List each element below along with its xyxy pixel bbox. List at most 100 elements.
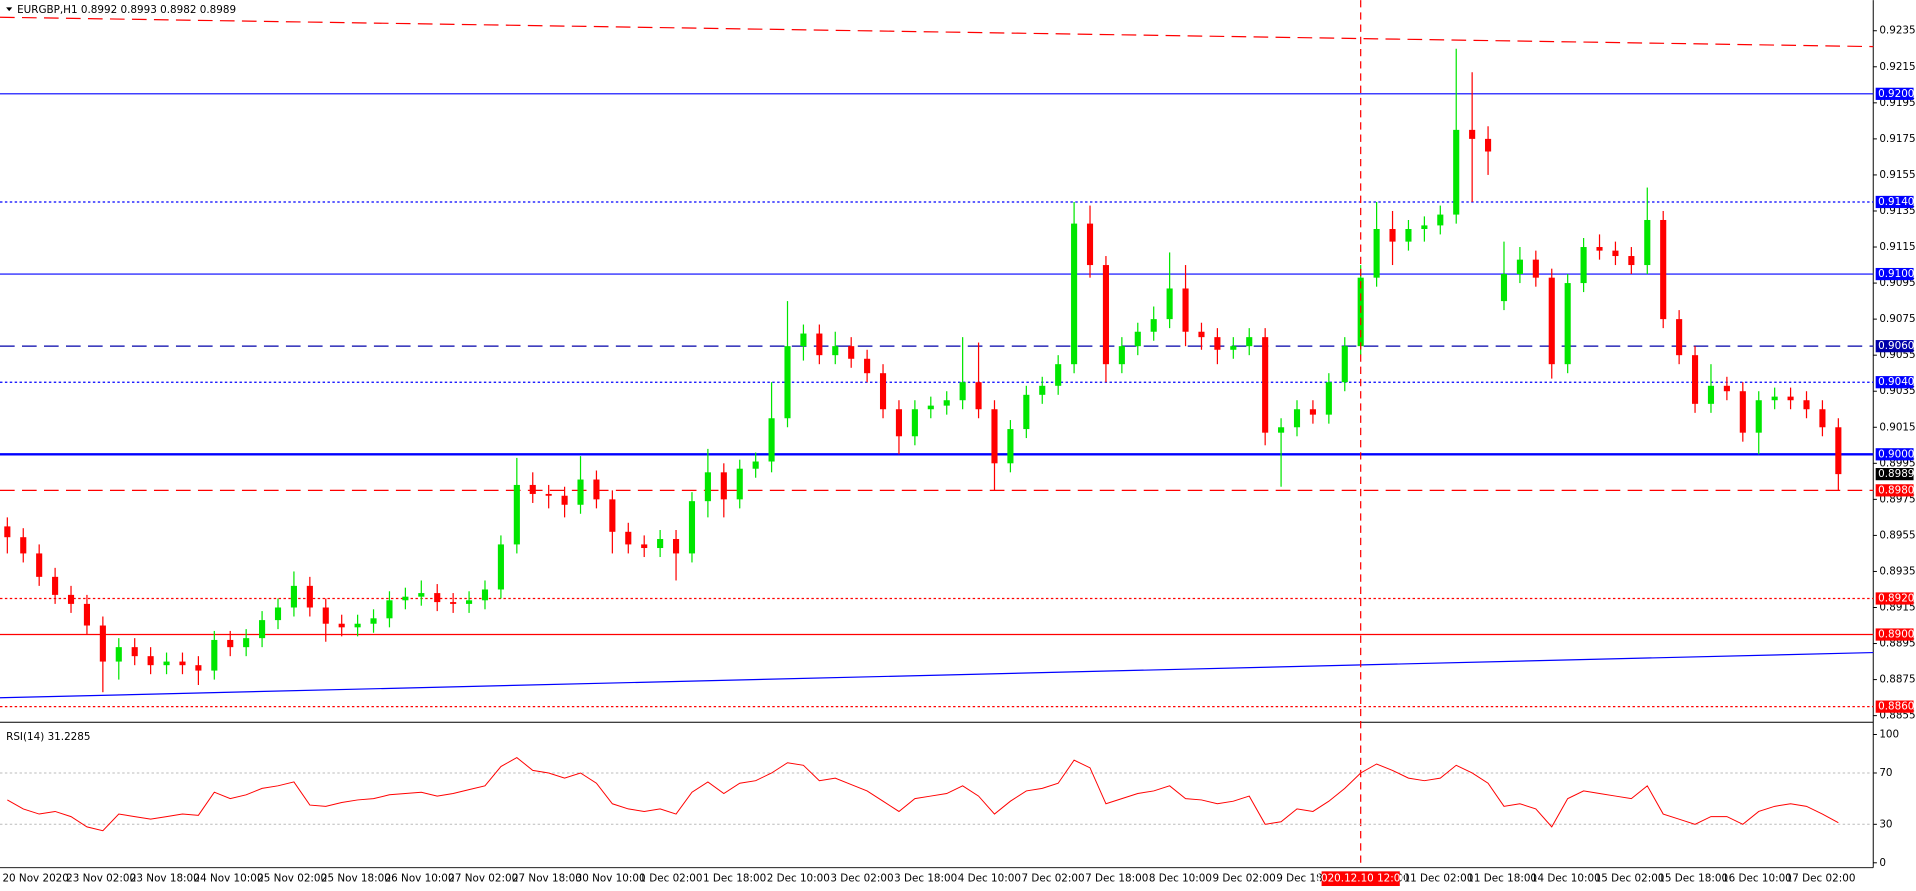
candle-body <box>609 499 616 532</box>
candle-body <box>211 639 218 671</box>
candle-body <box>561 495 568 505</box>
candle-body <box>450 602 457 604</box>
candle-body <box>306 585 313 608</box>
candle-body <box>1262 337 1269 433</box>
candle-body <box>1437 214 1444 226</box>
x-tick-label: 23 Nov 02:00 <box>66 873 136 885</box>
candle-body <box>1676 319 1683 356</box>
candle-body <box>1691 355 1699 404</box>
level-label-box <box>1875 340 1914 353</box>
x-tick-label: 2 Dec 10:00 <box>767 873 830 885</box>
candle-body <box>354 623 361 628</box>
candle-body <box>1007 429 1014 464</box>
candle-body <box>290 585 297 608</box>
x-tick-label: 8 Dec 10:00 <box>1149 873 1212 885</box>
candle-body <box>832 346 839 356</box>
candle-body <box>131 647 138 657</box>
candle-body <box>434 593 441 603</box>
candle-body <box>752 461 759 469</box>
candle-body <box>322 607 329 624</box>
candle-body <box>1771 396 1778 401</box>
indicator-value: 31.2285 <box>48 731 91 743</box>
candle-body <box>1421 225 1428 230</box>
x-tick-label: 23 Nov 18:00 <box>130 873 200 885</box>
x-tick-label: 11 Dec 18:00 <box>1467 873 1537 885</box>
y-tick-label: 0.8895 <box>1879 638 1915 650</box>
candle-body <box>911 409 918 437</box>
y-tick-label: 70 <box>1879 767 1892 779</box>
candle-body <box>545 493 552 496</box>
level-label: 0.8980 <box>1878 484 1914 496</box>
trend-line <box>0 651 1874 699</box>
candle-body <box>1707 385 1715 404</box>
quote-open: 0.8992 <box>81 4 117 16</box>
candle-body <box>1118 346 1125 365</box>
y-tick-label: 0.9155 <box>1879 169 1915 181</box>
level-label: 0.9040 <box>1878 376 1914 388</box>
candle-body <box>1835 427 1842 475</box>
candle-body <box>370 618 377 624</box>
candle-body <box>1150 319 1157 332</box>
candle-body <box>848 346 855 359</box>
candle-body <box>657 539 664 549</box>
candle-body <box>195 665 202 671</box>
y-tick-label: 0.9235 <box>1879 25 1915 37</box>
candle-body <box>593 479 600 500</box>
menu-triangle <box>6 7 13 12</box>
candle-body <box>1071 223 1078 365</box>
candle-body <box>529 484 536 494</box>
candle-body <box>1389 229 1396 242</box>
candle-body <box>497 544 504 590</box>
candle-body <box>1055 364 1062 386</box>
candle-body <box>1469 129 1476 139</box>
candle-body <box>274 607 282 621</box>
x-tick-label: 16 Dec 10:00 <box>1722 873 1792 885</box>
x-tick-label: 3 Dec 18:00 <box>894 873 957 885</box>
x-tick-label: 17 Dec 02:00 <box>1786 873 1856 885</box>
candle-body <box>927 405 934 410</box>
candle-body <box>20 537 27 554</box>
candle-body <box>1309 409 1316 415</box>
candle-body <box>1246 337 1253 347</box>
y-tick-label: 0.8935 <box>1879 565 1915 577</box>
candle-body <box>1787 396 1794 401</box>
candle-body <box>1628 256 1635 266</box>
candle-body <box>481 589 489 601</box>
candle-body <box>466 600 473 604</box>
candle-body <box>1819 409 1826 428</box>
candle-body <box>784 346 791 419</box>
level-label-box <box>1875 628 1914 641</box>
candle-body <box>1500 274 1508 302</box>
current-price-label: 0.8989 <box>1878 468 1914 480</box>
level-label-box <box>1875 484 1914 497</box>
candle-body <box>816 333 823 356</box>
candle-body <box>1532 259 1539 278</box>
candle-body <box>1580 247 1587 284</box>
y-tick-label: 100 <box>1879 728 1899 740</box>
rsi-line <box>7 756 1839 832</box>
candle-body <box>1723 385 1730 392</box>
level-label-box <box>1875 267 1914 281</box>
candle-body <box>259 620 266 639</box>
candle-body <box>227 639 234 648</box>
candle-body <box>1166 288 1173 320</box>
candle-body <box>864 358 871 374</box>
level-label: 0.8860 <box>1878 701 1914 713</box>
candle-body <box>943 400 950 406</box>
x-tick-label: 24 Nov 10:00 <box>194 873 264 885</box>
candle-body <box>1803 400 1810 410</box>
candle-body <box>1134 331 1141 347</box>
candle-body <box>99 625 106 662</box>
level-label-box <box>1875 448 1914 461</box>
candle-body <box>179 661 186 666</box>
y-tick-label: 0.8875 <box>1879 674 1915 686</box>
candle-body <box>1023 394 1030 430</box>
symbol: EURGBP,H1 <box>17 4 77 16</box>
x-tick-label: 7 Dec 02:00 <box>1021 873 1084 885</box>
candle-body <box>625 531 632 545</box>
y-tick-label: 0.9115 <box>1879 241 1915 253</box>
candle-body <box>52 576 59 595</box>
candle-body <box>1293 409 1301 428</box>
level-label-box <box>1875 700 1914 713</box>
